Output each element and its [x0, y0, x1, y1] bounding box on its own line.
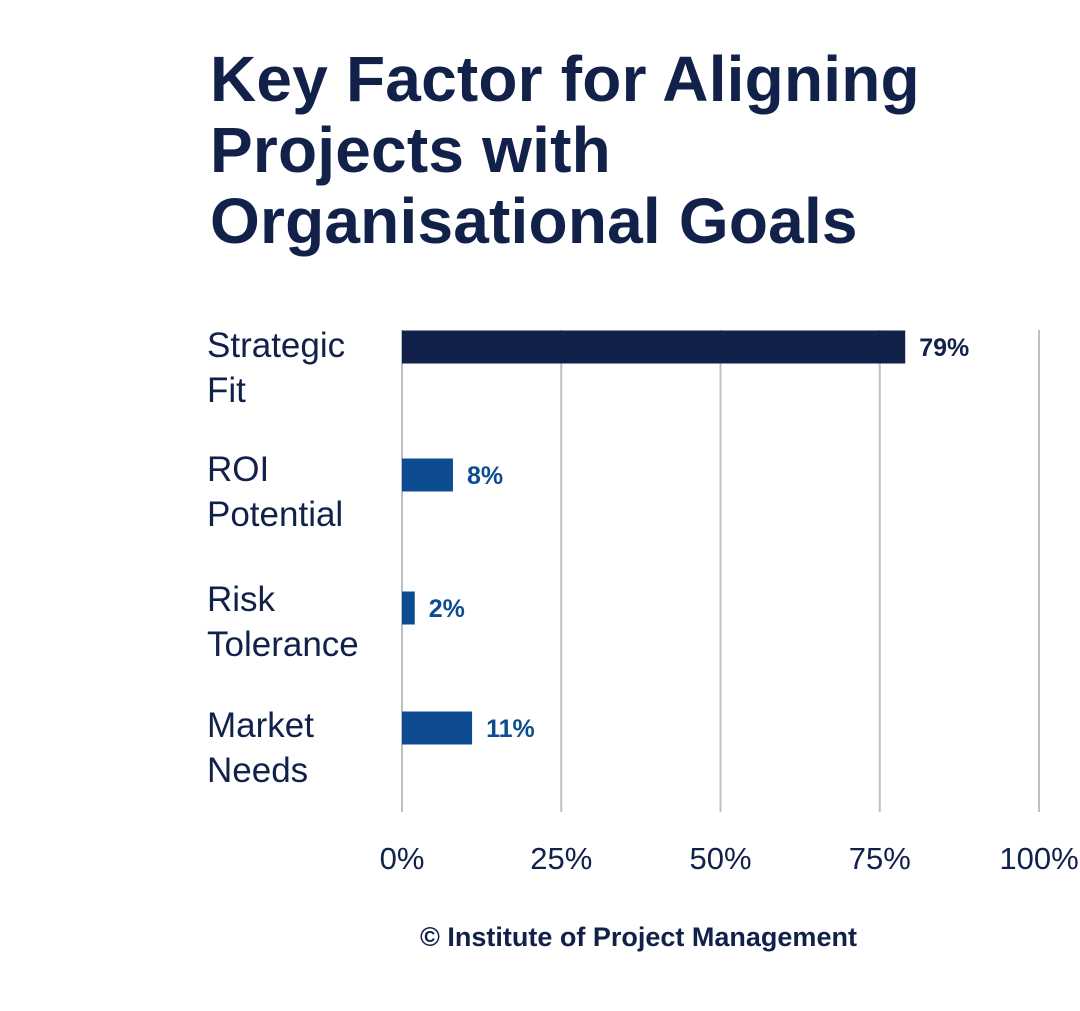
- category-label-1: ROI Potential: [207, 450, 343, 534]
- category-label-2-line-1: Tolerance: [207, 625, 359, 664]
- bars: 79% 8% 2% 11%: [402, 330, 969, 745]
- category-label-0-line-0: Strategic: [207, 326, 345, 365]
- source-credit: © Institute of Project Management: [420, 922, 857, 952]
- category-label-3-line-0: Market: [207, 706, 314, 745]
- chart-title-line-1: Key Factor for Aligning: [210, 43, 920, 115]
- category-label-2-line-0: Risk: [207, 580, 276, 619]
- data-label-1: 8%: [467, 462, 503, 490]
- category-label-1-line-1: Potential: [207, 495, 343, 534]
- x-tick-label-25: 25%: [530, 841, 592, 876]
- category-label-0-line-1: Fit: [207, 371, 246, 410]
- x-axis-ticks: 0% 25% 50% 75% 100%: [380, 841, 1079, 876]
- bar-2: [402, 591, 415, 625]
- category-label-3-line-1: Needs: [207, 751, 308, 790]
- x-tick-label-50: 50%: [689, 841, 751, 876]
- data-label-0: 79%: [919, 334, 969, 362]
- category-label-2: Risk Tolerance: [207, 580, 359, 664]
- category-label-1-line-0: ROI: [207, 450, 269, 489]
- data-label-2: 2%: [429, 595, 465, 623]
- bar-0: [402, 330, 906, 364]
- chart-title: Key Factor for Aligning Projects with Or…: [210, 44, 1050, 257]
- x-tick-label-0: 0%: [380, 841, 425, 876]
- chart-title-line-3: Organisational Goals: [210, 185, 858, 257]
- x-tick-label-75: 75%: [849, 841, 911, 876]
- bar-3: [402, 711, 473, 745]
- chart-title-line-2: Projects with: [210, 114, 611, 186]
- data-label-3: 11%: [486, 715, 535, 743]
- category-label-0: Strategic Fit: [207, 326, 345, 410]
- category-label-3: Market Needs: [207, 706, 314, 790]
- bar-1: [402, 458, 453, 492]
- category-labels: Strategic Fit ROI Potential Risk Tolerance Mar…: [207, 326, 359, 790]
- x-tick-label-100: 100%: [999, 841, 1078, 876]
